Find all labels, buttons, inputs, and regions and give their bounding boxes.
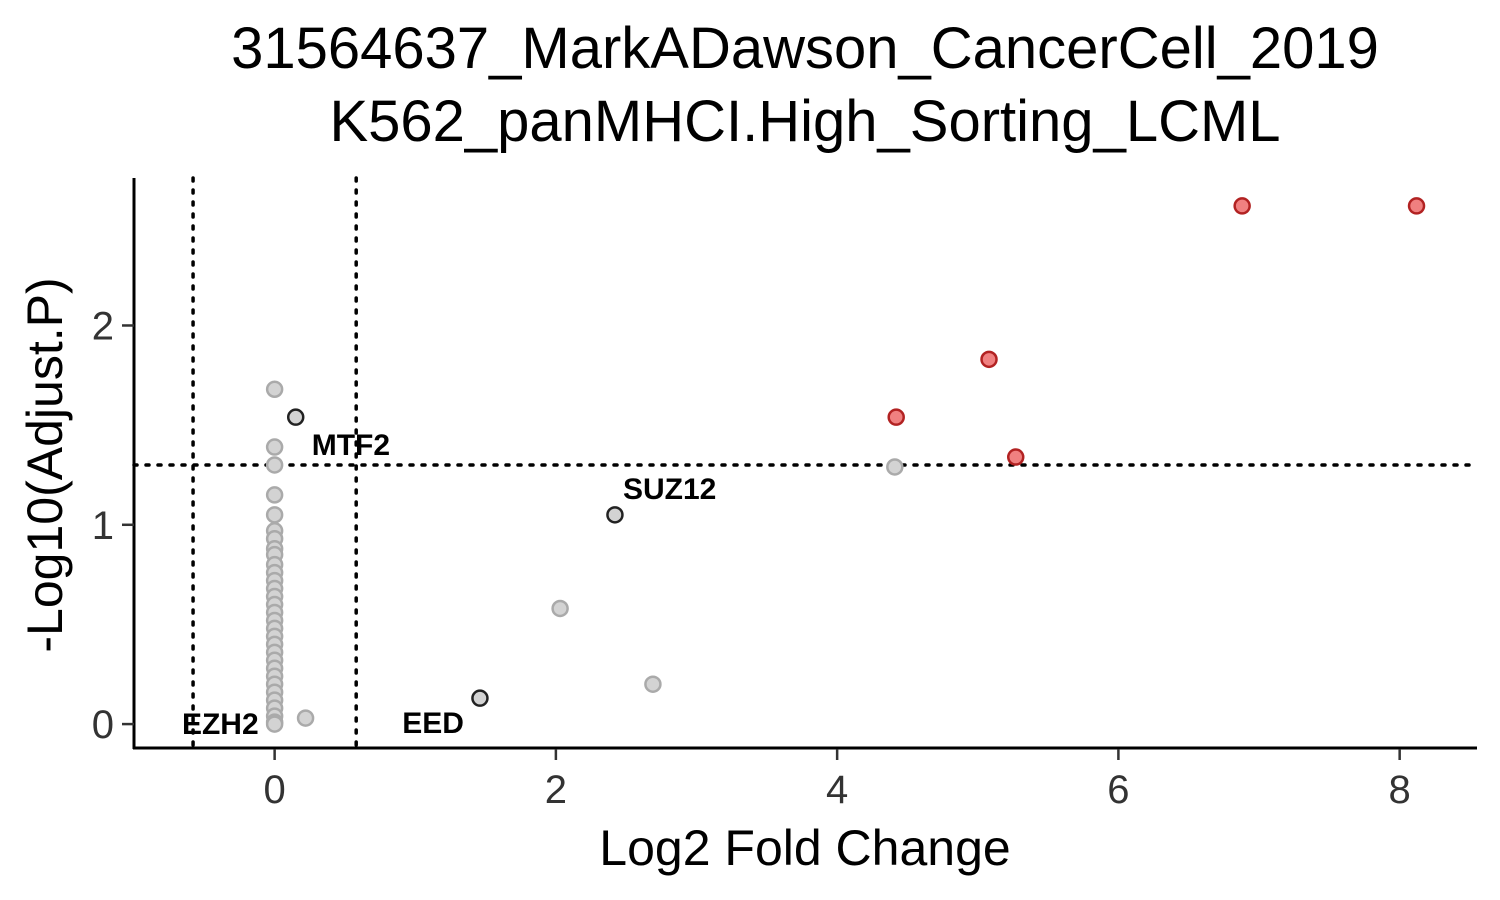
chart-title-line-2: K562_panMHCI.High_Sorting_LCML <box>329 89 1280 154</box>
highlighted-point-eed <box>471 689 489 707</box>
highlighted-points <box>265 408 624 733</box>
significant-point <box>1407 197 1426 215</box>
x-axis-ticks: 0 2 4 6 8 <box>264 749 1411 812</box>
gene-label-ezh2: EZH2 <box>182 708 259 741</box>
significant-point <box>1233 197 1251 215</box>
data-point <box>265 380 284 399</box>
data-point <box>265 438 284 456</box>
x-tick-label: 0 <box>264 768 286 812</box>
x-tick-label: 4 <box>826 768 848 812</box>
x-tick-label: 8 <box>1389 768 1411 812</box>
gene-label-eed: EED <box>402 707 464 740</box>
x-tick-label: 2 <box>545 768 567 812</box>
data-point <box>265 486 284 504</box>
significant-point <box>887 408 905 426</box>
x-axis-title: Log2 Fold Change <box>599 820 1010 876</box>
y-axis-ticks: 0 1 2 <box>92 304 134 747</box>
chart-title-line-1: 31564637_MarkADawson_CancerCell_2019 <box>231 16 1379 81</box>
y-tick-label: 1 <box>92 504 114 548</box>
data-point <box>296 709 315 727</box>
data-point <box>265 456 284 474</box>
data-point <box>265 506 284 524</box>
highlighted-point-mtf2 <box>286 408 305 426</box>
data-point <box>886 458 904 476</box>
nonsignificant-points <box>265 380 904 731</box>
gene-label-mtf2: MTF2 <box>312 429 390 462</box>
gene-label-suz12: SUZ12 <box>623 473 716 506</box>
significant-points <box>887 197 1426 466</box>
y-tick-label: 2 <box>92 304 114 348</box>
x-tick-label: 6 <box>1107 768 1129 812</box>
significant-point <box>980 350 998 369</box>
significant-point <box>1006 448 1025 466</box>
highlighted-point-ezh2 <box>265 715 284 733</box>
y-tick-label: 0 <box>92 703 114 747</box>
data-point <box>551 599 569 618</box>
threshold-lines <box>132 176 1479 750</box>
highlighted-point-suz12 <box>606 506 624 524</box>
y-axis-title: -Log10(Adjust.P) <box>17 277 73 652</box>
gene-labels: MTF2 SUZ12 EED EZH2 <box>182 429 716 741</box>
data-point <box>644 675 662 693</box>
